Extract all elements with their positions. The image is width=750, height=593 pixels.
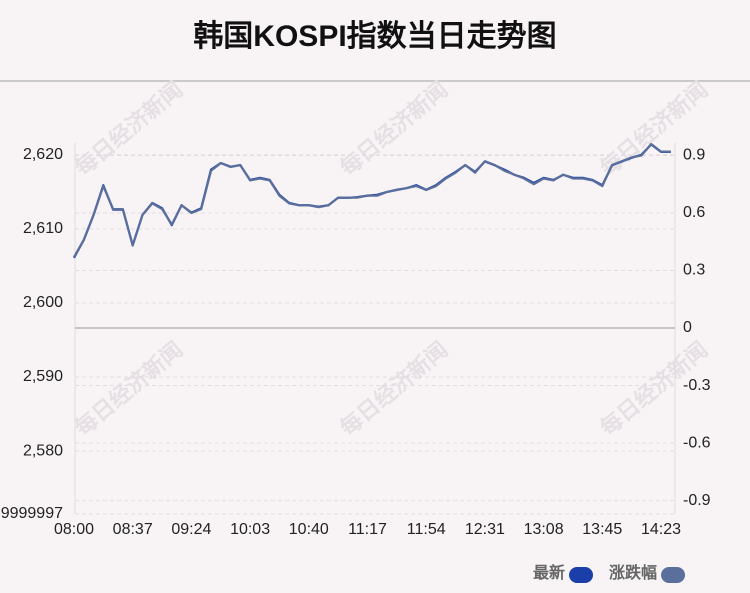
- y-tick-label: 2,580: [23, 442, 63, 459]
- x-tick-label: 12:31: [465, 521, 505, 538]
- x-tick-label: 08:37: [113, 521, 153, 538]
- y-tick-label: 2,590: [23, 368, 63, 385]
- x-tick-label: 09:24: [171, 521, 211, 538]
- chart-title: 韩国KOSPI指数当日走势图: [193, 20, 556, 53]
- y2-tick-label: 0: [683, 319, 692, 336]
- x-tick-label: 14:23: [641, 521, 681, 538]
- y-tick-label: 2,620: [23, 146, 63, 163]
- x-tick-label: 10:03: [230, 521, 270, 538]
- legend-label: 涨跌幅: [609, 563, 657, 582]
- y2-tick-label: 0.9: [683, 147, 705, 164]
- y2-tick-label: 0.6: [683, 204, 705, 221]
- x-tick-label: 13:45: [582, 521, 622, 538]
- y-tick-label: 2,600: [23, 294, 63, 311]
- legend-swatch: [661, 567, 686, 583]
- y2-tick-label: -0.9: [683, 492, 711, 509]
- x-tick-label: 08:00: [54, 521, 94, 538]
- series-line: [73, 142, 671, 258]
- x-tick-label: 13:08: [524, 521, 564, 538]
- x-tick-label: 11:54: [407, 521, 446, 538]
- y2-tick-label: -0.6: [683, 434, 711, 451]
- legend-swatch: [569, 567, 594, 583]
- legend-label: 最新: [533, 563, 565, 582]
- y2-tick-label: -0.3: [683, 377, 711, 394]
- x-tick-label: 10:40: [289, 521, 329, 538]
- x-tick-label: 11:17: [348, 521, 387, 538]
- y-tick-label: 2,610: [23, 220, 63, 237]
- y2-tick-label: 0.3: [683, 262, 705, 279]
- y-tick-label: 9999997: [1, 505, 63, 522]
